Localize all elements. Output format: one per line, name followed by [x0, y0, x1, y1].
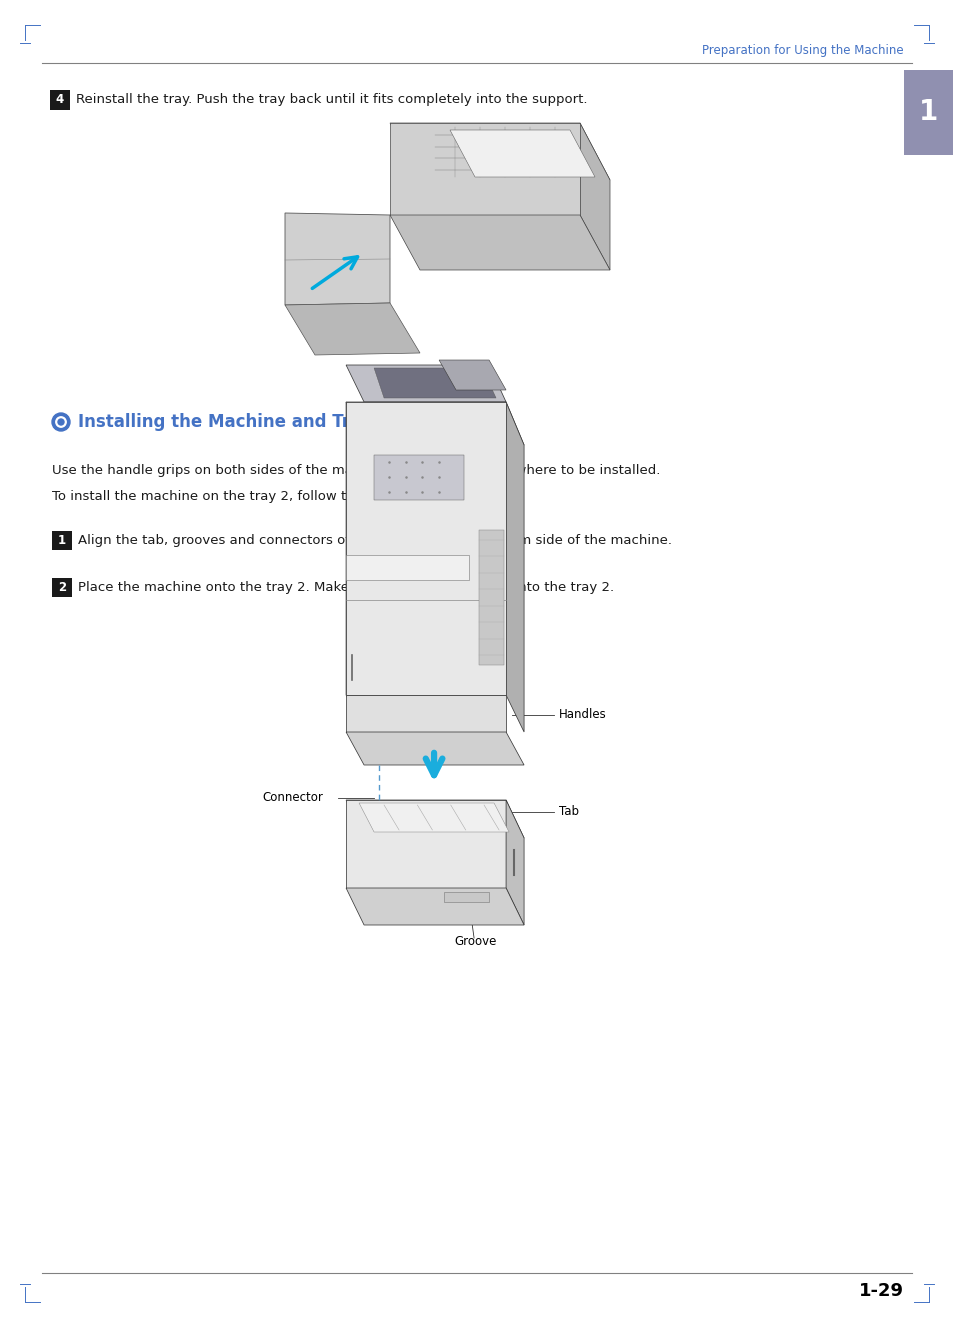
Text: Groove: Groove — [454, 936, 496, 949]
Text: Place the machine onto the tray 2. Make sure to place it exactly onto the tray 2: Place the machine onto the tray 2. Make … — [78, 581, 614, 594]
Polygon shape — [505, 402, 523, 733]
Circle shape — [52, 413, 70, 431]
Polygon shape — [346, 555, 469, 580]
Bar — [903, 70, 953, 155]
Polygon shape — [505, 800, 523, 925]
Text: Use the handle grips on both sides of the machine to lift and place it where to : Use the handle grips on both sides of th… — [52, 464, 659, 476]
Polygon shape — [285, 303, 419, 356]
Polygon shape — [346, 402, 523, 445]
Polygon shape — [346, 695, 505, 733]
Bar — [50, 90, 70, 110]
Polygon shape — [438, 360, 505, 390]
Polygon shape — [390, 215, 609, 269]
Text: 4: 4 — [55, 93, 64, 106]
Polygon shape — [443, 892, 489, 902]
Polygon shape — [346, 402, 505, 695]
Text: Preparation for Using the Machine: Preparation for Using the Machine — [701, 44, 903, 57]
Polygon shape — [346, 888, 523, 925]
Polygon shape — [390, 123, 579, 215]
Bar — [52, 531, 71, 551]
Polygon shape — [478, 529, 503, 665]
Bar — [52, 579, 71, 597]
Text: Reinstall the tray. Push the tray back until it fits completely into the support: Reinstall the tray. Push the tray back u… — [76, 93, 587, 106]
Polygon shape — [346, 402, 364, 733]
Polygon shape — [374, 368, 496, 398]
Text: To install the machine on the tray 2, follow the instructions below.: To install the machine on the tray 2, fo… — [52, 490, 492, 503]
Text: 1: 1 — [919, 98, 938, 126]
Text: Connector: Connector — [262, 791, 323, 804]
Polygon shape — [450, 130, 595, 176]
Polygon shape — [346, 800, 505, 888]
Text: 2: 2 — [58, 581, 66, 594]
Text: 1: 1 — [58, 535, 66, 547]
Polygon shape — [346, 733, 523, 764]
Polygon shape — [374, 455, 463, 500]
Text: Handles: Handles — [558, 709, 606, 722]
Text: Align the tab, grooves and connectors of the tray 2 with the bottom side of the : Align the tab, grooves and connectors of… — [78, 535, 672, 547]
Polygon shape — [579, 123, 609, 269]
Polygon shape — [390, 123, 609, 180]
Circle shape — [58, 419, 64, 425]
Circle shape — [55, 417, 66, 427]
Polygon shape — [346, 365, 505, 402]
Polygon shape — [358, 803, 509, 832]
Text: Tab: Tab — [558, 805, 578, 819]
Polygon shape — [285, 214, 390, 305]
Text: 1-29: 1-29 — [858, 1282, 903, 1300]
Text: Installing the Machine and Tray 2: Installing the Machine and Tray 2 — [77, 413, 388, 431]
Polygon shape — [346, 800, 523, 837]
